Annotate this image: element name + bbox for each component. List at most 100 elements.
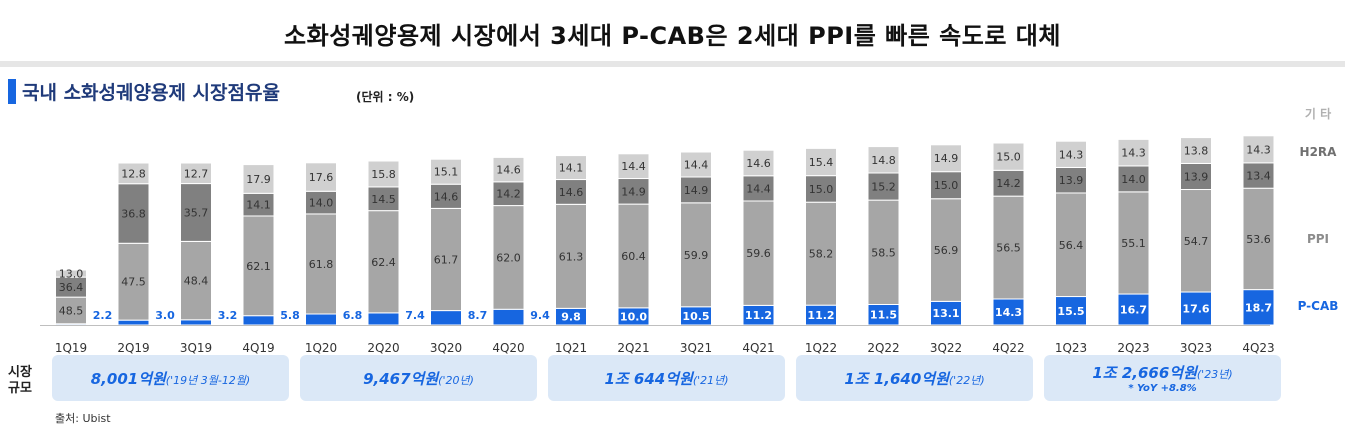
bar-other-3Q19: [180, 162, 212, 185]
bar-ppi-4Q20: [492, 205, 525, 310]
market-size-box-2: 9,467억원('20년): [300, 355, 537, 401]
category-label-3Q19: 3Q19: [180, 341, 212, 355]
value-label-other-3Q22: 14.9: [934, 152, 959, 165]
value-label-other-1Q20: 17.6: [309, 171, 334, 184]
bar-h2ra-3Q23: [1180, 162, 1212, 191]
value-label-ppi-1Q22: 58.2: [809, 248, 834, 261]
bar-pcab-2Q19: [117, 319, 150, 326]
category-label-3Q21: 3Q21: [680, 341, 712, 355]
value-label-h2ra-3Q19: 35.7: [184, 206, 209, 219]
market-size-box-4: 1조 1,640억원('22년): [796, 355, 1033, 401]
value-label-h2ra-3Q21: 14.9: [684, 184, 709, 197]
subtitle-accent: [8, 79, 16, 104]
source-note: 출처: Ubist: [55, 412, 111, 425]
value-label-pcab-2Q22: 11.5: [870, 309, 897, 322]
legend-h2ra: H2RA: [1300, 145, 1338, 159]
value-label-h2ra-4Q20: 14.2: [496, 188, 521, 201]
market-size-period: ('19년 3월-12월): [165, 373, 251, 387]
market-size-line: 8,001억원('19년 3월-12월): [52, 368, 289, 389]
category-label-1Q20: 1Q20: [305, 341, 337, 355]
bar-ppi-1Q22: [805, 201, 837, 306]
value-label-ppi-4Q21: 59.6: [746, 247, 771, 260]
value-label-pcab-3Q20: 8.7: [468, 309, 488, 322]
value-label-h2ra-4Q19: 14.1: [246, 199, 271, 212]
value-label-pcab-3Q22: 13.1: [932, 307, 959, 320]
category-label-2Q21: 2Q21: [617, 341, 649, 355]
value-label-ppi-3Q19: 48.4: [184, 275, 209, 288]
bar-ppi-1Q21: [555, 203, 587, 309]
market-size-value: 1조 644억원: [604, 369, 693, 388]
bar-h2ra-4Q22: [992, 169, 1025, 197]
category-label-3Q20: 3Q20: [430, 341, 462, 355]
value-label-other-4Q21: 14.6: [746, 157, 771, 170]
bar-h2ra-2Q23: [1117, 165, 1150, 193]
value-label-ppi-2Q22: 58.5: [871, 246, 896, 259]
market-size-value: 1조 1,640억원: [844, 369, 949, 388]
category-label-4Q21: 4Q21: [742, 341, 774, 355]
value-label-other-1Q23: 14.3: [1059, 148, 1084, 161]
bar-pcab-2Q20: [367, 312, 400, 326]
bar-other-1Q22: [805, 147, 837, 177]
market-size-value: 1조 2,666억원: [1092, 364, 1197, 382]
value-label-other-3Q23: 13.8: [1184, 145, 1209, 158]
bar-pcab-4Q23: [1242, 289, 1275, 326]
value-label-pcab-2Q21: 10.0: [620, 310, 647, 323]
value-label-pcab-4Q23: 18.7: [1245, 301, 1272, 314]
legend-pcab: P-CAB: [1298, 299, 1339, 313]
value-label-ppi-2Q20: 62.4: [371, 256, 396, 269]
value-label-h2ra-2Q23: 14.0: [1121, 173, 1146, 186]
bar-h2ra-2Q22: [867, 172, 900, 201]
bar-pcab-4Q19: [242, 315, 275, 326]
bar-h2ra-2Q21: [617, 178, 650, 205]
bar-ppi-1Q23: [1055, 192, 1087, 298]
market-size-line: 1조 1,640억원('22년): [796, 368, 1033, 389]
title-divider: [0, 61, 1345, 67]
value-label-pcab-1Q21: 9.8: [561, 311, 581, 324]
bar-other-3Q21: [680, 151, 712, 178]
bar-other-1Q23: [1055, 140, 1087, 168]
value-label-h2ra-2Q22: 15.2: [871, 181, 896, 194]
value-label-other-4Q22: 15.0: [996, 151, 1021, 164]
bar-h2ra-1Q22: [805, 175, 837, 203]
value-label-other-3Q20: 15.1: [434, 166, 459, 179]
market-size-period: ('23년): [1196, 368, 1233, 381]
value-label-pcab-1Q23: 15.5: [1057, 305, 1084, 318]
market-size-box-5: 1조 2,666억원('23년) * YoY +8.8%: [1044, 355, 1281, 401]
market-size-line: 1조 2,666억원('23년): [1044, 362, 1281, 383]
bar-other-2Q22: [867, 146, 900, 174]
value-label-other-2Q20: 15.8: [371, 168, 396, 181]
bar-other-1Q19: [55, 269, 87, 278]
chart-subtitle: 국내 소화성궤양용제 시장점유율: [22, 82, 280, 104]
bar-other-2Q23: [1117, 138, 1150, 167]
bar-pcab-4Q20: [492, 308, 525, 326]
value-label-pcab-3Q21: 10.5: [682, 310, 709, 323]
category-label-4Q23: 4Q23: [1242, 341, 1274, 355]
bar-pcab-3Q20: [430, 310, 462, 326]
value-label-h2ra-3Q20: 14.6: [434, 190, 459, 203]
market-size-line: 9,467억원('20년): [300, 368, 537, 389]
bar-other-2Q21: [617, 153, 650, 180]
bar-other-3Q22: [930, 144, 962, 173]
value-label-h2ra-1Q23: 13.9: [1059, 174, 1084, 187]
page-title: 소화성궤양용제 시장에서 3세대 P-CAB은 2세대 PPI를 빠른 속도로 …: [284, 22, 1061, 50]
bar-other-2Q19: [117, 162, 150, 185]
bar-ppi-3Q21: [680, 202, 712, 308]
value-label-h2ra-1Q20: 14.0: [309, 197, 334, 210]
category-label-2Q19: 2Q19: [117, 341, 149, 355]
value-label-ppi-4Q19: 62.1: [246, 260, 271, 273]
value-label-ppi-1Q19: 48.5: [59, 304, 84, 317]
market-size-label: 시장 규모: [8, 365, 32, 397]
value-label-h2ra-1Q19: 36.4: [59, 281, 84, 294]
legend-ppi: PPI: [1307, 232, 1329, 246]
value-label-h2ra-4Q22: 14.2: [996, 177, 1021, 190]
market-size-label-text: 시장 규모: [8, 365, 32, 396]
value-label-other-2Q19: 12.8: [121, 167, 146, 180]
value-label-ppi-1Q20: 61.8: [309, 258, 334, 271]
category-label-1Q19: 1Q19: [55, 341, 87, 355]
value-label-other-3Q21: 14.4: [684, 158, 709, 171]
value-label-h2ra-3Q22: 15.0: [934, 179, 959, 192]
bar-other-4Q23: [1242, 135, 1275, 164]
bar-pcab-1Q20: [305, 313, 337, 326]
value-label-h2ra-3Q23: 13.9: [1184, 170, 1209, 183]
category-label-4Q20: 4Q20: [492, 341, 524, 355]
